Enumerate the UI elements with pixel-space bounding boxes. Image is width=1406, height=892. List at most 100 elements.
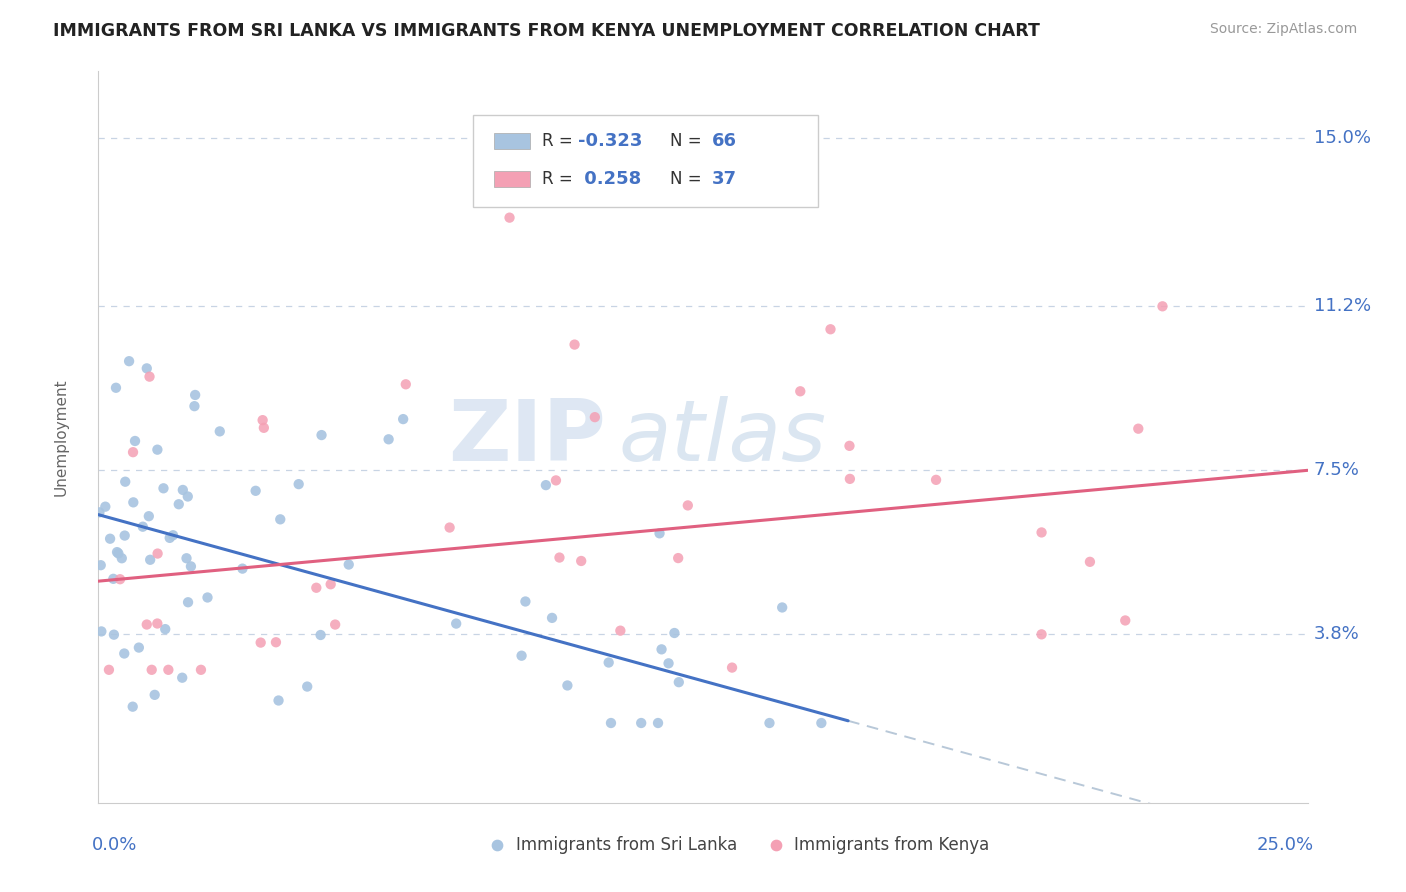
Point bbox=[98, 532, 121, 546]
Point bbox=[197, 591, 219, 605]
Point bbox=[664, 626, 686, 640]
Point bbox=[94, 500, 117, 514]
Text: N =: N = bbox=[671, 132, 707, 150]
Point bbox=[89, 505, 111, 519]
Point bbox=[155, 622, 177, 636]
Point bbox=[668, 675, 690, 690]
Text: Unemployment: Unemployment bbox=[53, 378, 69, 496]
FancyBboxPatch shape bbox=[474, 115, 818, 207]
Point bbox=[176, 551, 198, 566]
Text: Immigrants from Sri Lanka: Immigrants from Sri Lanka bbox=[516, 836, 737, 855]
Point bbox=[439, 520, 461, 534]
Point bbox=[103, 628, 125, 642]
Point bbox=[111, 551, 134, 566]
Point bbox=[252, 413, 274, 427]
Point bbox=[666, 551, 689, 566]
Point bbox=[377, 432, 399, 446]
Point bbox=[124, 434, 146, 448]
Point bbox=[177, 490, 200, 504]
Point bbox=[122, 445, 145, 459]
Point bbox=[97, 663, 120, 677]
Point bbox=[141, 663, 163, 677]
Point bbox=[128, 640, 150, 655]
Point bbox=[112, 647, 135, 661]
Point bbox=[651, 642, 673, 657]
Point bbox=[758, 716, 780, 731]
Text: IMMIGRANTS FROM SRI LANKA VS IMMIGRANTS FROM KENYA UNEMPLOYMENT CORRELATION CHAR: IMMIGRANTS FROM SRI LANKA VS IMMIGRANTS … bbox=[53, 22, 1040, 40]
Bar bbox=[494, 171, 530, 187]
Point bbox=[297, 680, 319, 694]
Point bbox=[305, 581, 328, 595]
Point bbox=[114, 475, 136, 489]
Text: 0.258: 0.258 bbox=[578, 169, 641, 188]
Text: Immigrants from Kenya: Immigrants from Kenya bbox=[793, 836, 988, 855]
Text: ZIP: ZIP bbox=[449, 395, 606, 479]
Point bbox=[515, 594, 537, 608]
Point bbox=[598, 656, 620, 670]
Point bbox=[1114, 614, 1136, 628]
Point bbox=[103, 572, 125, 586]
Point bbox=[172, 483, 194, 497]
Point bbox=[184, 388, 207, 402]
Point bbox=[231, 561, 253, 575]
Point bbox=[721, 660, 744, 674]
Point bbox=[544, 474, 567, 488]
Point bbox=[183, 399, 205, 413]
Point bbox=[564, 337, 586, 351]
Text: N =: N = bbox=[671, 169, 707, 188]
Point bbox=[838, 472, 860, 486]
Point bbox=[105, 545, 128, 559]
Point bbox=[167, 497, 190, 511]
Point bbox=[180, 559, 202, 574]
Point bbox=[541, 611, 564, 625]
Point bbox=[132, 519, 155, 533]
Point bbox=[600, 716, 623, 731]
Point bbox=[648, 526, 671, 541]
Point bbox=[143, 688, 166, 702]
Point bbox=[172, 671, 194, 685]
Point bbox=[392, 412, 415, 426]
Point bbox=[287, 477, 309, 491]
Point bbox=[152, 481, 174, 495]
Text: 66: 66 bbox=[711, 132, 737, 150]
Point bbox=[190, 663, 212, 677]
Text: -0.323: -0.323 bbox=[578, 132, 643, 150]
Point bbox=[108, 572, 131, 586]
Point bbox=[104, 381, 127, 395]
Point bbox=[557, 678, 579, 692]
Point bbox=[267, 693, 290, 707]
Point bbox=[309, 628, 332, 642]
Point bbox=[208, 425, 231, 439]
Text: 25.0%: 25.0% bbox=[1257, 836, 1313, 854]
Point bbox=[135, 617, 157, 632]
Point bbox=[269, 512, 291, 526]
Point bbox=[444, 616, 467, 631]
Point bbox=[146, 442, 169, 457]
Text: atlas: atlas bbox=[619, 395, 827, 479]
Point bbox=[139, 553, 162, 567]
Point bbox=[548, 550, 571, 565]
Point bbox=[838, 439, 860, 453]
Point bbox=[138, 369, 160, 384]
Point bbox=[789, 384, 811, 399]
Text: Source: ZipAtlas.com: Source: ZipAtlas.com bbox=[1209, 22, 1357, 37]
Point bbox=[658, 657, 681, 671]
Text: R =: R = bbox=[543, 169, 578, 188]
Point bbox=[162, 528, 184, 542]
Point bbox=[337, 558, 360, 572]
Point bbox=[630, 716, 652, 731]
Text: 3.8%: 3.8% bbox=[1313, 625, 1360, 643]
Text: 15.0%: 15.0% bbox=[1313, 128, 1371, 147]
Point bbox=[820, 322, 842, 336]
Point bbox=[146, 547, 169, 561]
Point bbox=[135, 361, 157, 376]
Point bbox=[1031, 525, 1053, 540]
Point bbox=[569, 554, 592, 568]
Point bbox=[676, 499, 699, 513]
Point bbox=[90, 558, 112, 573]
Point bbox=[118, 354, 141, 368]
Text: 7.5%: 7.5% bbox=[1313, 461, 1360, 479]
Point bbox=[159, 531, 181, 545]
Point bbox=[647, 716, 669, 731]
Point bbox=[323, 617, 346, 632]
